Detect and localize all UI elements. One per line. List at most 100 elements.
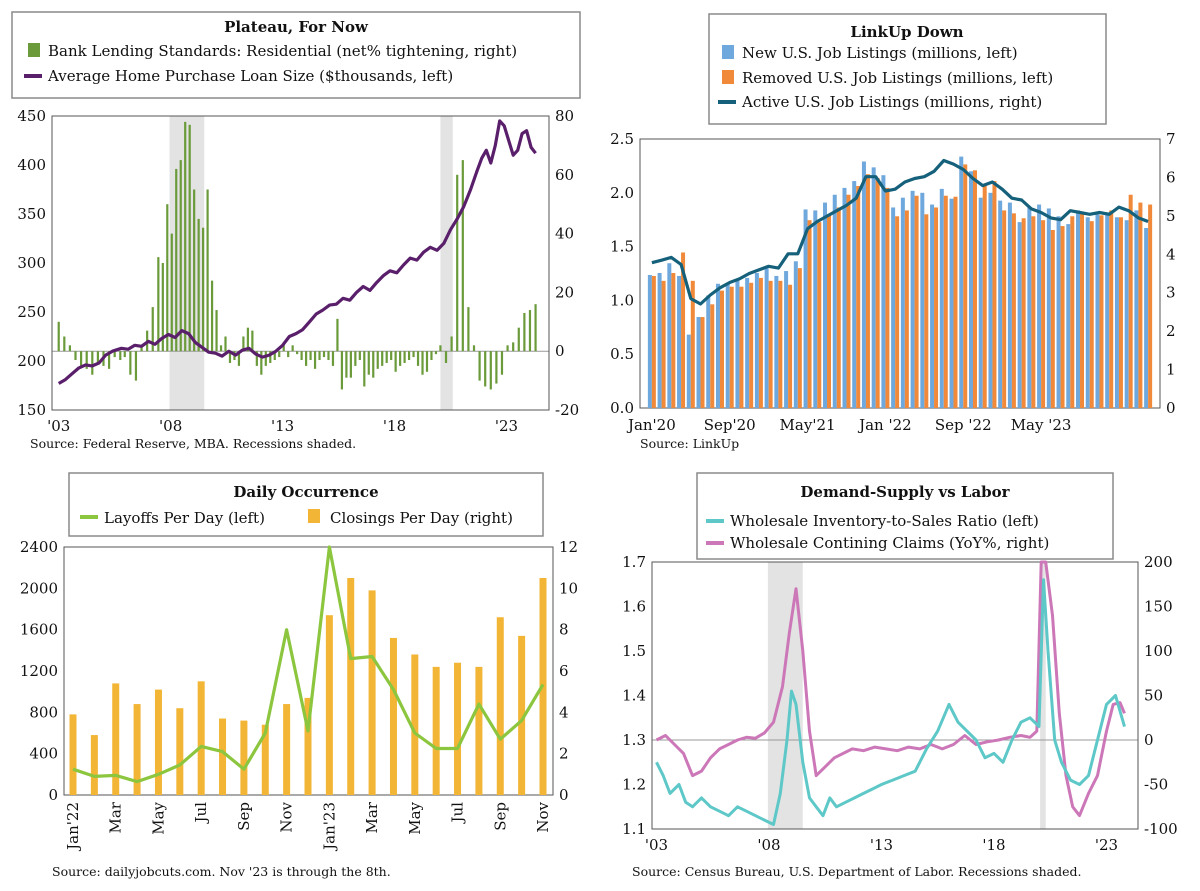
lending-bar bbox=[193, 189, 196, 352]
new-listings-bar bbox=[852, 181, 857, 408]
chart-source: Source: Federal Reserve, MBA. Recessions… bbox=[30, 436, 356, 451]
lending-bar bbox=[151, 307, 154, 352]
removed-listings-bar bbox=[924, 214, 929, 408]
lending-bar bbox=[85, 351, 88, 369]
chart-plateau: Plateau, For Now Bank Lending Standards:… bbox=[11, 11, 581, 451]
removed-listings-bar bbox=[856, 185, 861, 408]
y-right-tick-label: 6 bbox=[1166, 168, 1176, 186]
legend-box bbox=[696, 472, 1114, 560]
x-tick-label: '08 bbox=[159, 417, 182, 435]
removed-listings-bar bbox=[1099, 215, 1104, 408]
lending-bar bbox=[416, 351, 420, 366]
closings-bar bbox=[496, 617, 504, 795]
closings-bar bbox=[219, 718, 227, 795]
y-left-tick-label: 1.6 bbox=[622, 598, 646, 616]
y-right-tick-label: 100 bbox=[1144, 642, 1173, 660]
y-left-tick-label: 1.5 bbox=[622, 642, 646, 660]
removed-listings-bar bbox=[729, 286, 734, 408]
lending-bar bbox=[184, 121, 187, 352]
legend-box bbox=[708, 13, 1107, 125]
lending-bar bbox=[206, 189, 209, 352]
new-listings-bar bbox=[774, 275, 779, 408]
y-left-tick-label: 350 bbox=[17, 205, 46, 223]
lending-bar bbox=[495, 351, 498, 384]
new-listings-bar bbox=[939, 188, 944, 408]
removed-listings-bar bbox=[846, 194, 851, 408]
chart-daily: Daily Occurrence Layoffs Per Day (left) … bbox=[20, 472, 578, 879]
y-left-tick-label: 800 bbox=[29, 703, 58, 721]
x-tick-label: Sep bbox=[491, 802, 509, 831]
recession-shade bbox=[1040, 562, 1046, 829]
y-right-tick-label: -50 bbox=[1144, 776, 1168, 794]
lending-bar bbox=[123, 351, 126, 358]
lending-bar bbox=[63, 336, 66, 352]
lending-bar bbox=[134, 351, 138, 381]
new-listings-bar bbox=[1027, 207, 1032, 408]
lending-bar bbox=[300, 351, 303, 361]
chart-title: Plateau, For Now bbox=[224, 18, 369, 36]
closings-bar bbox=[389, 637, 397, 795]
removed-listings-bar bbox=[943, 195, 948, 408]
y-right-tick-label: -100 bbox=[1144, 820, 1178, 838]
x-tick-label: May bbox=[149, 801, 167, 834]
x-tick-label: '03 bbox=[645, 836, 668, 854]
new-listings-bar bbox=[842, 187, 847, 408]
layoffs-line bbox=[72, 545, 545, 784]
y-left-tick-label: 150 bbox=[17, 401, 46, 419]
removed-listings-bar bbox=[836, 207, 841, 408]
legend-label-closings: Closings Per Day (right) bbox=[330, 509, 513, 527]
removed-listings-bar bbox=[963, 164, 968, 408]
legend-label-claims: Wholesale Contining Claims (YoY%, right) bbox=[730, 534, 1049, 552]
recession-shade bbox=[440, 116, 453, 410]
removed-listings-bar bbox=[1060, 226, 1065, 408]
x-tick-label: Sep '22 bbox=[935, 416, 992, 434]
lending-bar bbox=[439, 345, 442, 352]
removed-listings-bar bbox=[1109, 210, 1114, 408]
legend-label-new: New U.S. Job Listings (millions, left) bbox=[742, 44, 1018, 62]
lending-bar bbox=[478, 351, 481, 381]
closings-bar bbox=[261, 724, 269, 795]
y-left-tick-label: 1.7 bbox=[622, 553, 646, 571]
lending-bar bbox=[372, 351, 375, 378]
y-left-tick-label: 300 bbox=[17, 254, 46, 272]
y-left-tick-label: 400 bbox=[17, 156, 46, 174]
y-right-tick-label: 4 bbox=[559, 703, 569, 721]
legend-swatch-removed bbox=[722, 70, 734, 84]
plot-frame bbox=[51, 115, 550, 411]
x-tick-label: '23 bbox=[495, 417, 518, 435]
lending-bar bbox=[399, 351, 402, 366]
legend-box bbox=[68, 472, 544, 537]
lending-bar bbox=[358, 351, 361, 361]
y-left-tick-label: 0 bbox=[48, 786, 58, 804]
lending-bar bbox=[407, 351, 411, 361]
claims-line bbox=[655, 560, 1126, 818]
closings-bar bbox=[304, 697, 312, 795]
y-left-tick-label: 1.0 bbox=[610, 291, 634, 309]
new-listings-bar bbox=[998, 200, 1003, 408]
active-listings-line bbox=[651, 158, 1149, 306]
lending-bar bbox=[210, 280, 214, 352]
y-left-tick-label: 0.5 bbox=[610, 345, 634, 363]
chart-title: Demand-Supply vs Labor bbox=[800, 483, 1010, 501]
loan-size-line bbox=[57, 119, 537, 385]
lending-bar bbox=[367, 351, 370, 375]
removed-listings-bar bbox=[1089, 221, 1094, 408]
removed-listings-bar bbox=[934, 207, 939, 408]
removed-listings-bar bbox=[700, 317, 705, 408]
removed-listings-bar bbox=[651, 275, 656, 408]
removed-listings-bar bbox=[992, 181, 997, 408]
inventory-ratio-line bbox=[655, 578, 1126, 826]
lending-bar bbox=[461, 160, 464, 352]
x-tick-label: May bbox=[406, 801, 424, 834]
closings-bar bbox=[325, 615, 333, 795]
plot-area: 150 200 250 300 350 400 450 -20 0 20 40 60 80 '03 '08 '… bbox=[17, 107, 579, 435]
lending-bar bbox=[376, 351, 379, 369]
y-right-tick-label: 200 bbox=[1144, 553, 1173, 571]
x-tick-label: Jan'23 bbox=[320, 802, 338, 852]
x-tick-label: '18 bbox=[982, 836, 1005, 854]
legend-label-active: Active U.S. Job Listings (millions, righ… bbox=[741, 93, 1042, 111]
lending-bar bbox=[390, 351, 393, 361]
lending-bar bbox=[269, 351, 272, 363]
y-right-tick-label: 10 bbox=[559, 579, 578, 597]
lending-bar bbox=[107, 351, 111, 369]
